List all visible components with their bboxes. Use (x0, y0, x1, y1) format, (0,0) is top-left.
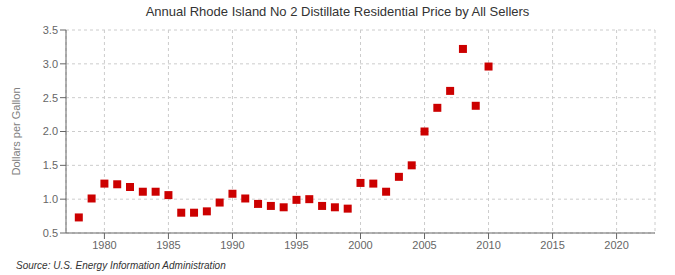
html-text:Annual Rhode Island No 2 Disti: Annual Rhode Island No 2 Distillate Resi… (145, 4, 530, 19)
svg-text:1.0: 1.0 (43, 193, 58, 205)
svg-text:Dollars per Gallon: Dollars per Gallon (10, 87, 22, 175)
svg-text:2.5: 2.5 (43, 92, 58, 104)
svg-text:1.5: 1.5 (43, 159, 58, 171)
svg-text:3.5: 3.5 (43, 24, 58, 36)
svg-text:2020: 2020 (604, 239, 628, 251)
svg-text:1985: 1985 (156, 239, 180, 251)
svg-text:2005: 2005 (412, 239, 436, 251)
svg-text:2000: 2000 (348, 239, 372, 251)
svg-text:2015: 2015 (540, 239, 564, 251)
html-text:Source: U.S. Energy Informatio: Source: U.S. Energy Information Administ… (16, 260, 226, 271)
svg-text:0.5: 0.5 (43, 227, 58, 239)
svg-text:1990: 1990 (220, 239, 244, 251)
svg-text:2.0: 2.0 (43, 125, 58, 137)
svg-text:1980: 1980 (92, 239, 116, 251)
svg-text:1995: 1995 (284, 239, 308, 251)
svg-text:2010: 2010 (476, 239, 500, 251)
svg-text:3.0: 3.0 (43, 58, 58, 70)
